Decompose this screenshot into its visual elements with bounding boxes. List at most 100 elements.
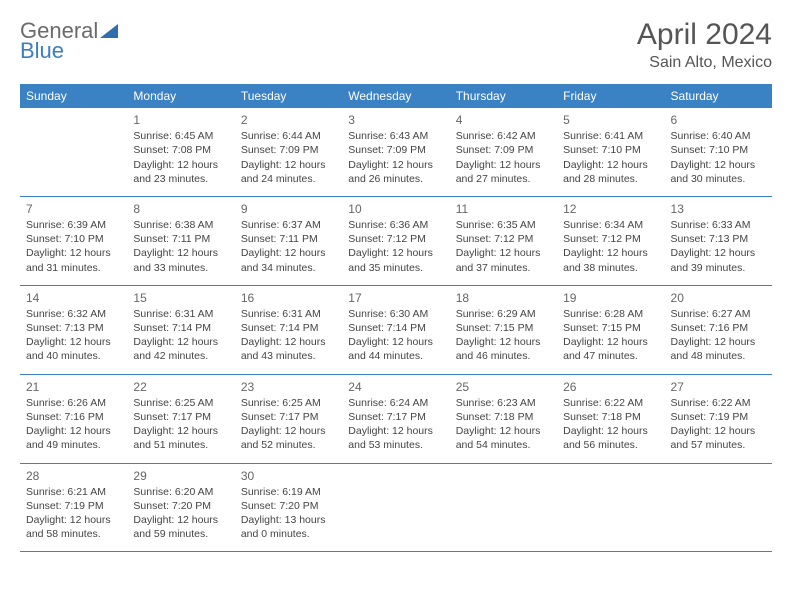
sunrise-line: Sunrise: 6:37 AM [241,218,336,232]
calendar-day-cell: 10Sunrise: 6:36 AMSunset: 7:12 PMDayligh… [342,196,449,285]
daylight-line: Daylight: 13 hours and 0 minutes. [241,513,336,541]
daylight-line: Daylight: 12 hours and 39 minutes. [671,246,766,274]
sunrise-line: Sunrise: 6:39 AM [26,218,121,232]
sunrise-line: Sunrise: 6:41 AM [563,129,658,143]
sunrise-line: Sunrise: 6:31 AM [241,307,336,321]
title-block: April 2024 Sain Alto, Mexico [637,18,772,72]
calendar-day-cell [557,463,664,552]
weekday-header: Tuesday [235,84,342,108]
daylight-line: Daylight: 12 hours and 23 minutes. [133,158,228,186]
calendar-day-cell [342,463,449,552]
day-number: 27 [671,379,766,395]
sunrise-line: Sunrise: 6:22 AM [563,396,658,410]
day-number: 13 [671,201,766,217]
sunset-line: Sunset: 7:17 PM [348,410,443,424]
calendar-day-cell [450,463,557,552]
day-number: 19 [563,290,658,306]
sunrise-line: Sunrise: 6:45 AM [133,129,228,143]
calendar-day-cell: 3Sunrise: 6:43 AMSunset: 7:09 PMDaylight… [342,108,449,196]
calendar-day-cell: 9Sunrise: 6:37 AMSunset: 7:11 PMDaylight… [235,196,342,285]
calendar-day-cell: 26Sunrise: 6:22 AMSunset: 7:18 PMDayligh… [557,374,664,463]
sunset-line: Sunset: 7:09 PM [348,143,443,157]
location-subtitle: Sain Alto, Mexico [637,54,772,72]
calendar-day-cell: 22Sunrise: 6:25 AMSunset: 7:17 PMDayligh… [127,374,234,463]
sunrise-line: Sunrise: 6:44 AM [241,129,336,143]
sunset-line: Sunset: 7:13 PM [671,232,766,246]
calendar-day-cell: 1Sunrise: 6:45 AMSunset: 7:08 PMDaylight… [127,108,234,196]
day-number: 7 [26,201,121,217]
day-number: 4 [456,112,551,128]
day-number: 1 [133,112,228,128]
calendar-week-row: 28Sunrise: 6:21 AMSunset: 7:19 PMDayligh… [20,463,772,552]
sunrise-line: Sunrise: 6:33 AM [671,218,766,232]
sunrise-line: Sunrise: 6:32 AM [26,307,121,321]
sunset-line: Sunset: 7:17 PM [133,410,228,424]
day-number: 6 [671,112,766,128]
sunset-line: Sunset: 7:18 PM [456,410,551,424]
brand-part2: Blue [20,38,64,64]
sunrise-line: Sunrise: 6:38 AM [133,218,228,232]
day-number: 18 [456,290,551,306]
daylight-line: Daylight: 12 hours and 30 minutes. [671,158,766,186]
day-number: 14 [26,290,121,306]
daylight-line: Daylight: 12 hours and 58 minutes. [26,513,121,541]
calendar-page: General April 2024 Sain Alto, Mexico Blu… [0,0,792,612]
sunrise-line: Sunrise: 6:30 AM [348,307,443,321]
day-number: 2 [241,112,336,128]
day-number: 9 [241,201,336,217]
calendar-week-row: 1Sunrise: 6:45 AMSunset: 7:08 PMDaylight… [20,108,772,196]
sunset-line: Sunset: 7:16 PM [26,410,121,424]
calendar-day-cell: 11Sunrise: 6:35 AMSunset: 7:12 PMDayligh… [450,196,557,285]
day-number: 30 [241,468,336,484]
weekday-header: Wednesday [342,84,449,108]
calendar-table: Sunday Monday Tuesday Wednesday Thursday… [20,84,772,552]
weekday-header: Monday [127,84,234,108]
daylight-line: Daylight: 12 hours and 44 minutes. [348,335,443,363]
sunset-line: Sunset: 7:09 PM [241,143,336,157]
day-number: 23 [241,379,336,395]
daylight-line: Daylight: 12 hours and 38 minutes. [563,246,658,274]
calendar-day-cell: 6Sunrise: 6:40 AMSunset: 7:10 PMDaylight… [665,108,772,196]
daylight-line: Daylight: 12 hours and 31 minutes. [26,246,121,274]
calendar-day-cell: 5Sunrise: 6:41 AMSunset: 7:10 PMDaylight… [557,108,664,196]
daylight-line: Daylight: 12 hours and 48 minutes. [671,335,766,363]
daylight-line: Daylight: 12 hours and 26 minutes. [348,158,443,186]
calendar-day-cell: 13Sunrise: 6:33 AMSunset: 7:13 PMDayligh… [665,196,772,285]
day-number: 3 [348,112,443,128]
calendar-day-cell: 20Sunrise: 6:27 AMSunset: 7:16 PMDayligh… [665,285,772,374]
sunrise-line: Sunrise: 6:25 AM [133,396,228,410]
daylight-line: Daylight: 12 hours and 24 minutes. [241,158,336,186]
daylight-line: Daylight: 12 hours and 59 minutes. [133,513,228,541]
brand-triangle-icon [98,18,118,44]
sunset-line: Sunset: 7:12 PM [456,232,551,246]
calendar-day-cell: 14Sunrise: 6:32 AMSunset: 7:13 PMDayligh… [20,285,127,374]
sunset-line: Sunset: 7:20 PM [241,499,336,513]
daylight-line: Daylight: 12 hours and 40 minutes. [26,335,121,363]
daylight-line: Daylight: 12 hours and 49 minutes. [26,424,121,452]
calendar-day-cell: 7Sunrise: 6:39 AMSunset: 7:10 PMDaylight… [20,196,127,285]
sunrise-line: Sunrise: 6:40 AM [671,129,766,143]
calendar-day-cell: 25Sunrise: 6:23 AMSunset: 7:18 PMDayligh… [450,374,557,463]
day-number: 5 [563,112,658,128]
sunset-line: Sunset: 7:09 PM [456,143,551,157]
day-number: 22 [133,379,228,395]
day-number: 8 [133,201,228,217]
sunset-line: Sunset: 7:16 PM [671,321,766,335]
sunset-line: Sunset: 7:17 PM [241,410,336,424]
sunset-line: Sunset: 7:19 PM [671,410,766,424]
sunrise-line: Sunrise: 6:20 AM [133,485,228,499]
weekday-header: Friday [557,84,664,108]
day-number: 21 [26,379,121,395]
daylight-line: Daylight: 12 hours and 37 minutes. [456,246,551,274]
calendar-week-row: 7Sunrise: 6:39 AMSunset: 7:10 PMDaylight… [20,196,772,285]
daylight-line: Daylight: 12 hours and 35 minutes. [348,246,443,274]
sunrise-line: Sunrise: 6:21 AM [26,485,121,499]
sunset-line: Sunset: 7:12 PM [563,232,658,246]
daylight-line: Daylight: 12 hours and 54 minutes. [456,424,551,452]
day-number: 15 [133,290,228,306]
sunset-line: Sunset: 7:13 PM [26,321,121,335]
day-number: 12 [563,201,658,217]
calendar-day-cell: 19Sunrise: 6:28 AMSunset: 7:15 PMDayligh… [557,285,664,374]
sunset-line: Sunset: 7:15 PM [456,321,551,335]
daylight-line: Daylight: 12 hours and 47 minutes. [563,335,658,363]
